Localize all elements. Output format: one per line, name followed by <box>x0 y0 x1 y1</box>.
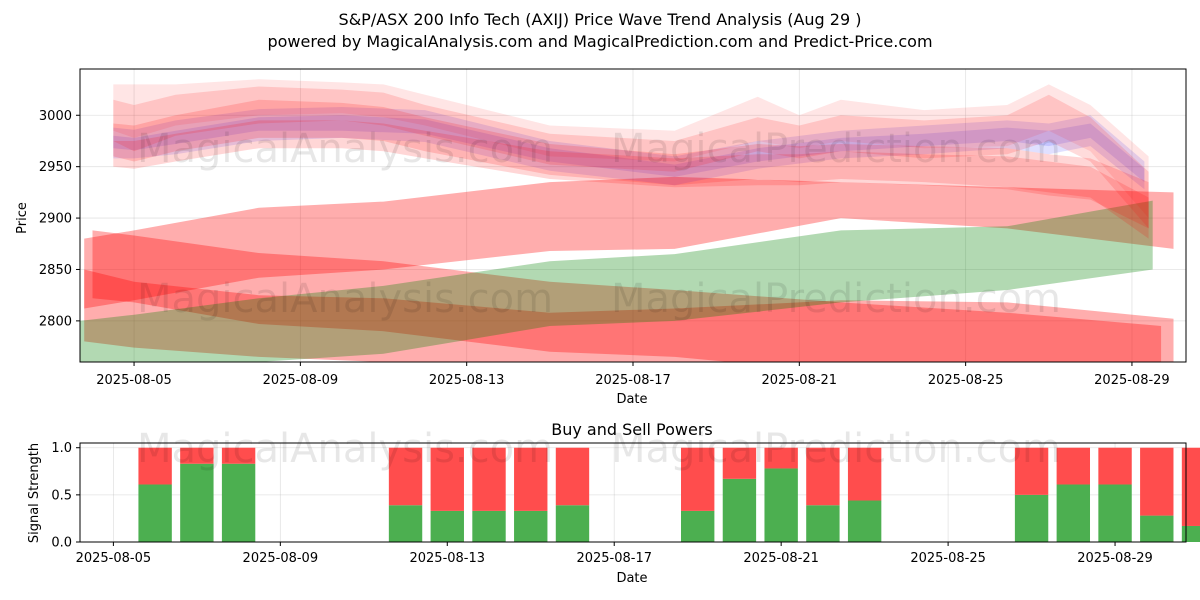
buy-bar <box>1181 525 1200 542</box>
sell-bar <box>138 447 172 485</box>
watermark-mid-left: MagicalAnalysis.com <box>137 276 553 322</box>
watermark-bottom-right: MagicalPrediction.com <box>611 426 1061 472</box>
buy-bar <box>722 478 757 542</box>
buy-bar <box>430 510 464 542</box>
sell-bar <box>1181 447 1200 526</box>
buy-bar <box>1056 484 1091 542</box>
price-y-tick-label: 2850 <box>39 263 72 278</box>
signal-y-tick-label: 0.0 <box>51 536 72 551</box>
signal-x-tick-label: 2025-08-09 <box>243 551 319 566</box>
buy-bar <box>764 468 798 542</box>
price-x-tick-label: 2025-08-13 <box>429 373 505 388</box>
chart-title-line1: S&P/ASX 200 Info Tech (AXIJ) Price Wave … <box>339 10 862 29</box>
band-green-ascending-wave <box>80 200 1153 362</box>
price-x-tick-label: 2025-08-29 <box>1094 373 1170 388</box>
signal-x-tick-label: 2025-08-25 <box>910 551 986 566</box>
signal-plot-frame <box>79 442 1187 543</box>
buy-bar <box>472 510 506 542</box>
price-y-tick-label: 3000 <box>39 109 72 124</box>
band-red-upper-channel <box>84 176 1174 309</box>
band-red-wave-3 <box>113 99 1149 239</box>
band-red-wave-4 <box>113 120 1149 229</box>
band-red-wave-1 <box>113 79 1149 219</box>
buy-bar <box>555 505 590 542</box>
band-blue-wave-2 <box>113 115 1145 190</box>
watermark-mid-right: MagicalPrediction.com <box>611 276 1061 322</box>
signal-panel-title: Buy and Sell Powers <box>551 420 713 439</box>
price-x-tick-label: 2025-08-17 <box>595 373 671 388</box>
signal-x-tick-label: 2025-08-13 <box>409 551 485 566</box>
signal-y-axis-label: Signal Strength <box>27 443 42 543</box>
price-panel: MagicalAnalysis.com MagicalPrediction.co… <box>15 68 1187 407</box>
band-blue-wave-1 <box>113 107 1145 183</box>
buy-bar <box>1098 484 1132 542</box>
buy-bar <box>680 510 715 542</box>
price-x-tick-label: 2025-08-25 <box>928 373 1004 388</box>
price-x-axis-label: Date <box>616 392 647 407</box>
sell-bar <box>180 447 214 464</box>
sell-bar <box>806 447 840 506</box>
signal-x-tick-label: 2025-08-05 <box>76 551 152 566</box>
band-red-lower-channel <box>84 269 1174 362</box>
sell-bar <box>1014 447 1049 495</box>
signal-x-axis-label: Date <box>616 571 647 586</box>
buy-bar <box>1140 515 1174 542</box>
buy-bar <box>180 463 214 542</box>
sell-bar <box>221 447 256 464</box>
price-plot-frame <box>79 68 1187 363</box>
price-x-tick-label: 2025-08-09 <box>263 373 339 388</box>
price-x-tick-label: 2025-08-21 <box>762 373 838 388</box>
sell-bar <box>680 447 715 511</box>
buy-bar <box>138 484 172 542</box>
watermark-bottom-left: MagicalAnalysis.com <box>137 426 553 472</box>
watermark-top-right: MagicalPrediction.com <box>611 126 1061 172</box>
band-red-descending-wave <box>92 230 1162 362</box>
sell-bar <box>1056 447 1091 485</box>
signal-x-tick-label: 2025-08-21 <box>743 551 819 566</box>
sell-bar <box>847 447 882 501</box>
buy-bar <box>388 505 423 542</box>
price-y-axis-label: Price <box>15 202 30 234</box>
signal-y-tick-label: 1.0 <box>51 441 72 456</box>
sell-bar <box>722 447 757 479</box>
buy-bar <box>1014 494 1049 542</box>
buy-bar <box>806 505 840 542</box>
sell-bar <box>472 447 506 511</box>
price-y-tick-label: 2800 <box>39 314 72 329</box>
sell-bar <box>514 447 548 511</box>
buy-bar <box>221 463 256 542</box>
chart-title-line2: powered by MagicalAnalysis.com and Magic… <box>267 32 932 51</box>
signal-x-tick-label: 2025-08-17 <box>576 551 652 566</box>
price-x-tick-label: 2025-08-05 <box>96 373 172 388</box>
sell-bar <box>555 447 590 506</box>
signal-y-tick-label: 0.5 <box>51 488 72 503</box>
buy-bar <box>847 500 882 542</box>
sell-bar <box>764 447 798 469</box>
sell-bar <box>1140 447 1174 516</box>
band-red-wave-2 <box>113 86 1149 229</box>
buy-bar <box>514 510 548 542</box>
price-y-tick-label: 2950 <box>39 160 72 175</box>
signal-panel: Buy and Sell Powers MagicalAnalysis.com … <box>27 420 1200 586</box>
price-y-tick-label: 2900 <box>39 212 72 227</box>
sell-bar <box>1098 447 1132 485</box>
sell-bar <box>388 447 423 506</box>
signal-x-tick-label: 2025-08-29 <box>1077 551 1153 566</box>
watermark-top-left: MagicalAnalysis.com <box>137 126 553 172</box>
sell-bar <box>430 447 464 511</box>
